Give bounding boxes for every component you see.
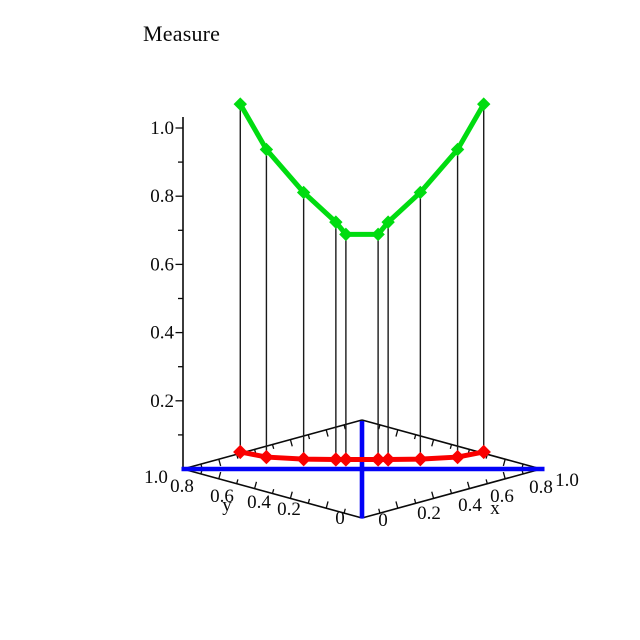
series-upper-marker: [413, 185, 428, 200]
y-axis-tick-label: 0: [335, 508, 345, 529]
y-axis-title: y: [222, 495, 232, 516]
series-lower-marker: [328, 452, 344, 467]
y-axis-tick-label: 1.0: [144, 467, 168, 488]
base-axis-tick: [449, 488, 453, 494]
base-axis-tick: [307, 498, 311, 504]
base-axis-tick: [485, 479, 488, 484]
base-axis-tick: [431, 491, 435, 499]
base-axis-tick: [325, 429, 329, 437]
base-axis-tick: [502, 471, 506, 479]
base-axis-tick: [271, 488, 275, 494]
base-axis-tick: [343, 424, 346, 430]
base-axis-tick: [466, 481, 471, 489]
series-upper-marker: [296, 185, 311, 200]
base-axis-tick: [395, 429, 399, 437]
base-axis-tick: [502, 459, 506, 467]
base-axis-tick: [271, 444, 275, 450]
base-axis-tick: [325, 501, 329, 509]
series-upper-marker: [329, 215, 343, 229]
x-axis-tick-label: 0: [378, 510, 388, 531]
base-axis-tick: [253, 481, 258, 489]
series-lower-marker: [476, 444, 491, 460]
z-axis-tick-label: 0.6: [150, 254, 174, 275]
y-axis-tick-label: 0.4: [247, 492, 271, 513]
base-axis-tick: [378, 424, 381, 430]
plot-title: Measure: [143, 21, 221, 46]
y-axis-tick-label: 0.8: [170, 476, 194, 497]
base-axis-tick: [307, 434, 311, 440]
base-axis-tick: [218, 471, 222, 479]
base-axis-tick: [236, 479, 239, 484]
base-axis-tick: [395, 501, 399, 509]
series-lower-marker: [233, 444, 248, 460]
series-upper-marker: [477, 97, 491, 111]
base-axis-tick: [413, 498, 417, 504]
y-axis-tick-label: 0.6: [210, 486, 234, 507]
series-upper-marker: [450, 142, 465, 157]
x-axis-tick-label: 0.6: [490, 486, 514, 507]
z-axis-tick-label: 0.4: [150, 323, 174, 344]
series-lower-marker: [413, 451, 428, 467]
base-axis-tick: [218, 459, 222, 467]
series-lower-marker: [380, 452, 396, 467]
series-upper-marker: [339, 227, 353, 242]
base-axis-tick: [413, 434, 417, 440]
series-upper-marker: [371, 227, 385, 242]
series-upper-marker: [233, 97, 247, 111]
base-axis-tick: [289, 439, 293, 447]
base-axis-tick: [431, 439, 435, 447]
z-axis-tick-label: 0.2: [150, 391, 174, 412]
series-upper-marker: [259, 142, 274, 157]
x-axis-tick-label: 1.0: [555, 470, 579, 491]
series-lower-marker: [259, 449, 274, 465]
x-axis-tick-label: 0.4: [458, 495, 482, 516]
base-axis-tick: [449, 444, 453, 450]
z-axis-tick-label: 0.8: [150, 186, 174, 207]
base-axis-tick: [343, 508, 346, 514]
x-axis-tick-label: 0.8: [529, 477, 553, 498]
x-axis-title: x: [490, 498, 500, 519]
y-axis-tick-label: 0.2: [277, 499, 301, 520]
series-upper-line: [238, 102, 486, 237]
z-axis-tick-label: 1.0: [150, 118, 174, 139]
x-axis-tick-label: 0.2: [417, 503, 441, 524]
series-lower-marker: [370, 452, 386, 467]
series-lower-marker: [338, 452, 354, 467]
base-axis-tick: [289, 491, 293, 499]
base-axis-tick: [378, 508, 381, 514]
series-lower-line: [239, 449, 485, 462]
series-lower-marker: [450, 449, 465, 465]
series-lower-marker: [296, 451, 311, 467]
series-upper-marker: [381, 215, 395, 229]
